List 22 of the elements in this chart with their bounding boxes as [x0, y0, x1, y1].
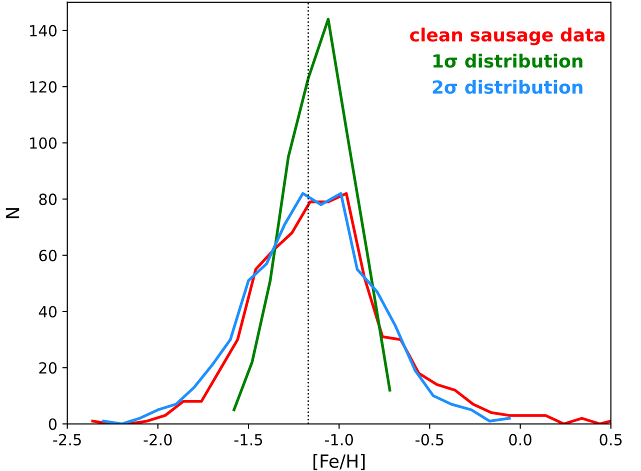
y-axis-title: N — [6, 208, 20, 218]
y-tick-label: 140 — [30, 24, 57, 36]
x-tick-label: -0.5 — [416, 434, 444, 446]
line-series — [232, 18, 392, 412]
text: 1σ distribution — [433, 54, 582, 68]
y-tick-label: 0 — [48, 418, 57, 430]
x-tick-label: 0.5 — [600, 434, 622, 446]
text: 2σ distribution — [432, 80, 582, 94]
y-tick-label: 40 — [38, 306, 57, 318]
x-tick-label: -2.0 — [144, 434, 172, 446]
x-tick-label: 0.0 — [509, 434, 532, 446]
text: clean sausage data — [410, 28, 604, 46]
line-series — [102, 192, 511, 424]
y-tick-label: 100 — [30, 137, 57, 149]
x-tick-label: -2.5 — [53, 434, 81, 446]
x-tick-label: -1.0 — [324, 434, 353, 446]
x-tick-label: -1.5 — [234, 434, 262, 446]
y-tick-label: 60 — [39, 250, 57, 262]
y-tick-label: 120 — [30, 81, 57, 93]
y-tick-label: 80 — [39, 194, 57, 206]
y-tick-label: 20 — [39, 362, 57, 374]
x-axis-title: [Fe/H] — [314, 454, 365, 470]
